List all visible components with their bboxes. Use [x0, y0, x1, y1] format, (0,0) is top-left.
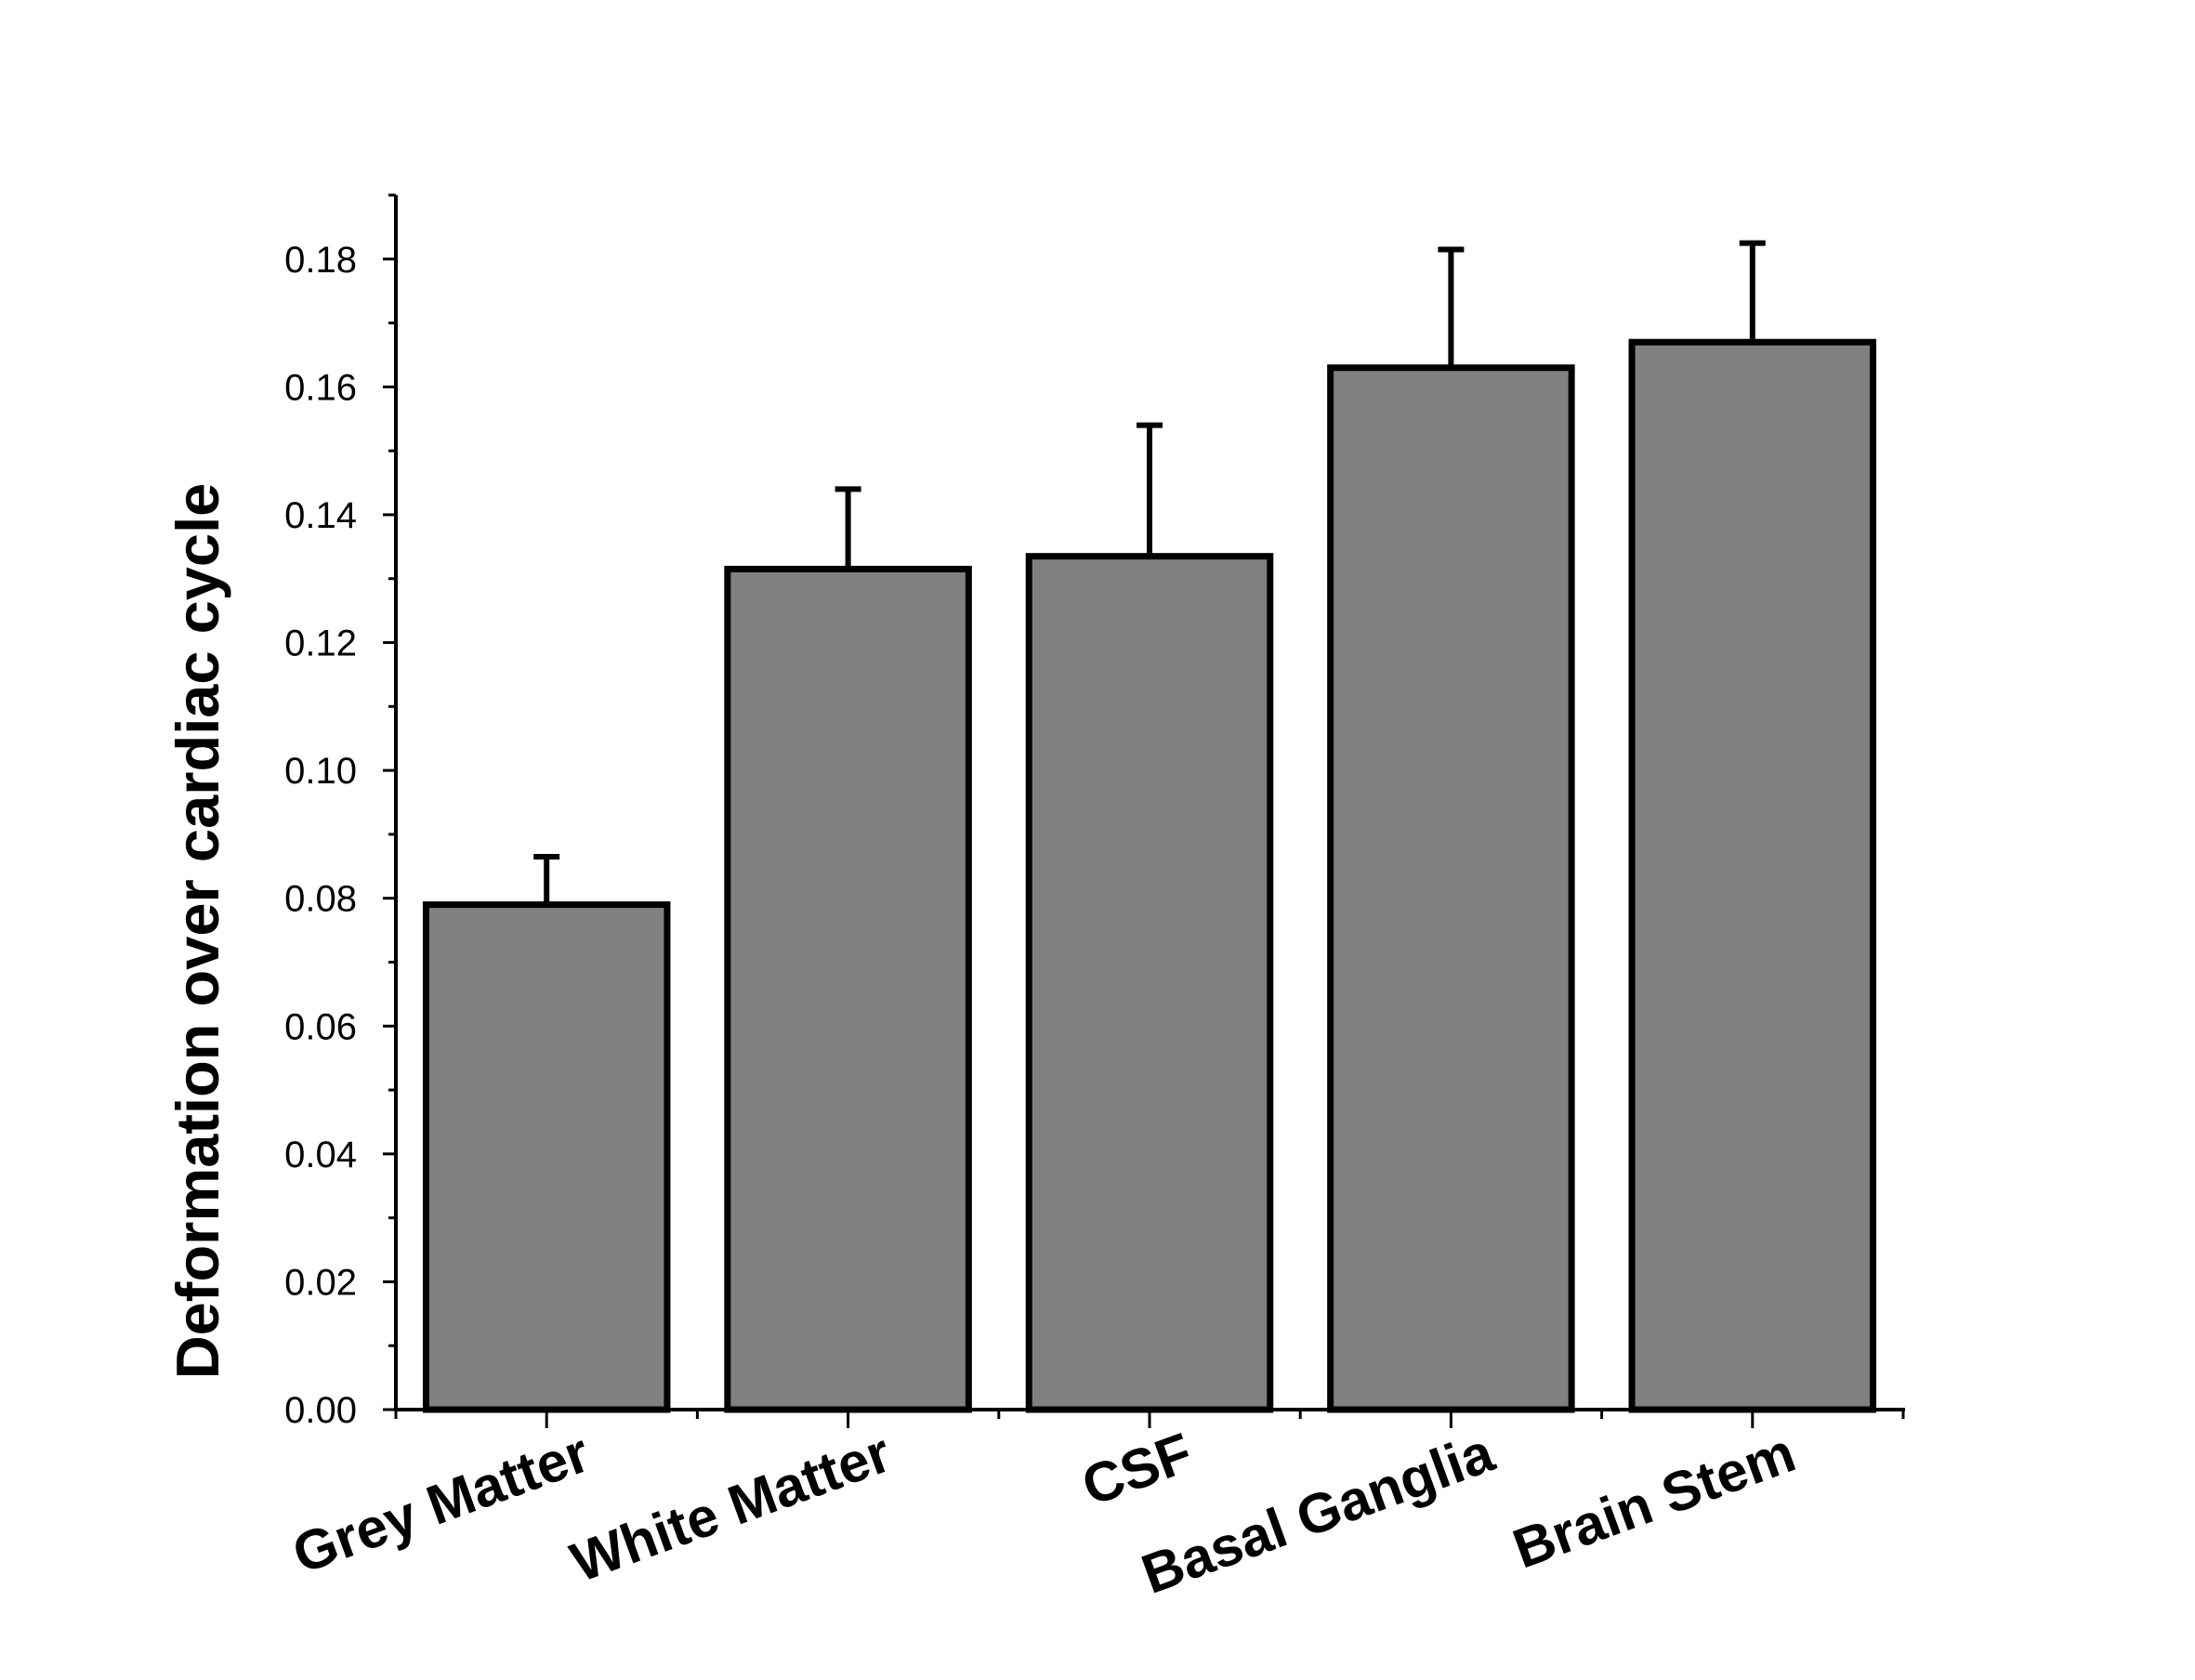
y-axis-title: Deformation over cardiac cycle: [164, 483, 231, 1380]
x-tick-label: Basal Ganglia: [1134, 1421, 1502, 1606]
y-tick-label: 0.16: [284, 367, 357, 408]
y-tick-label: 0.06: [284, 1006, 357, 1047]
y-tick-label: 0.18: [284, 240, 357, 281]
y-tick-label: 0.02: [284, 1262, 357, 1303]
bar: [422, 901, 671, 1413]
x-tick-label: Grey Matter: [284, 1421, 597, 1585]
bar: [1628, 338, 1877, 1413]
bar: [1327, 364, 1575, 1413]
y-tick-label: 0.04: [284, 1135, 357, 1175]
bar: [1025, 553, 1274, 1413]
y-tick-label: 0.14: [284, 495, 357, 536]
x-tick-label: White Matter: [563, 1421, 899, 1594]
bars-layer: [422, 240, 1877, 1413]
y-tick-label: 0.08: [284, 879, 357, 920]
ticks-layer: [383, 193, 1905, 1428]
x-tick-label: Brain Stem: [1505, 1421, 1804, 1580]
x-tick-label: CSF: [1074, 1421, 1201, 1517]
y-tick-label: 0.12: [284, 623, 357, 664]
y-tick-label: 0.10: [284, 751, 357, 792]
y-tick-label: 0.00: [284, 1390, 357, 1431]
bar: [724, 565, 972, 1413]
